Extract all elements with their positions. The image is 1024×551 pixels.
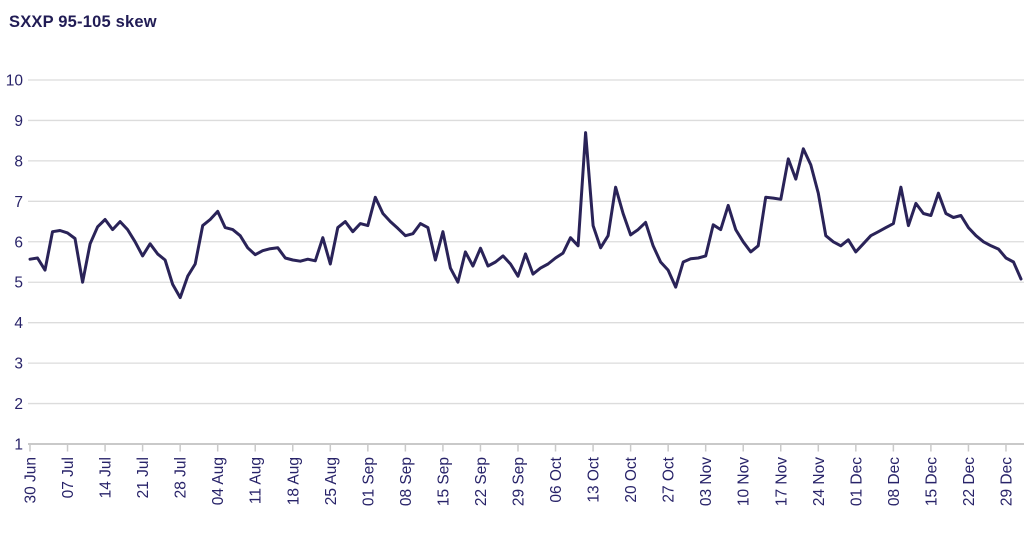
x-axis-label: 08 Sep bbox=[398, 457, 415, 506]
x-axis-label: 01 Dec bbox=[848, 457, 865, 506]
x-axis-label: 29 Sep bbox=[510, 457, 527, 506]
y-axis-label: 5 bbox=[14, 275, 23, 292]
x-axis-label: 28 Jul bbox=[173, 457, 190, 498]
y-axis-label: 7 bbox=[14, 194, 23, 211]
x-axis-label: 06 Oct bbox=[548, 456, 565, 502]
x-axis-label: 08 Dec bbox=[886, 457, 903, 506]
x-axis-label: 14 Jul bbox=[98, 457, 115, 498]
y-axis-label: 1 bbox=[14, 437, 23, 454]
y-axis-label: 9 bbox=[14, 113, 23, 130]
x-axis-label: 22 Dec bbox=[961, 457, 978, 506]
x-axis-label: 01 Sep bbox=[360, 457, 377, 506]
chart-title: SXXP 95-105 skew bbox=[9, 13, 157, 31]
y-axis-label: 8 bbox=[14, 153, 23, 170]
x-axis-label: 15 Sep bbox=[435, 457, 452, 506]
x-axis-label: 11 Aug bbox=[248, 457, 265, 504]
y-axis-label: 10 bbox=[6, 73, 24, 90]
x-axis-label: 13 Oct bbox=[586, 456, 603, 502]
y-axis-label: 6 bbox=[14, 234, 23, 251]
x-axis-label: 15 Dec bbox=[923, 457, 940, 506]
x-axis-label: 29 Dec bbox=[998, 457, 1015, 506]
x-axis-label: 22 Sep bbox=[473, 457, 490, 506]
x-axis-label: 25 Aug bbox=[323, 457, 340, 505]
x-axis-label: 27 Oct bbox=[661, 456, 678, 502]
x-axis-label: 30 Jun bbox=[23, 457, 40, 504]
x-axis-label: 04 Aug bbox=[210, 457, 227, 505]
x-axis-label: 20 Oct bbox=[623, 456, 640, 502]
x-axis-label: 03 Nov bbox=[698, 457, 715, 506]
y-axis-label: 2 bbox=[14, 396, 23, 413]
x-axis-label: 10 Nov bbox=[736, 457, 753, 506]
x-axis-label: 07 Jul bbox=[60, 457, 77, 498]
x-axis-label: 24 Nov bbox=[811, 457, 828, 506]
y-axis-label: 4 bbox=[14, 315, 23, 332]
x-axis-label: 18 Aug bbox=[285, 457, 302, 505]
x-axis-label: 17 Nov bbox=[773, 457, 790, 506]
series-line-sxxp-skew bbox=[28, 131, 1023, 300]
x-axis-label: 21 Jul bbox=[135, 457, 152, 498]
y-axis-label: 3 bbox=[14, 356, 23, 373]
